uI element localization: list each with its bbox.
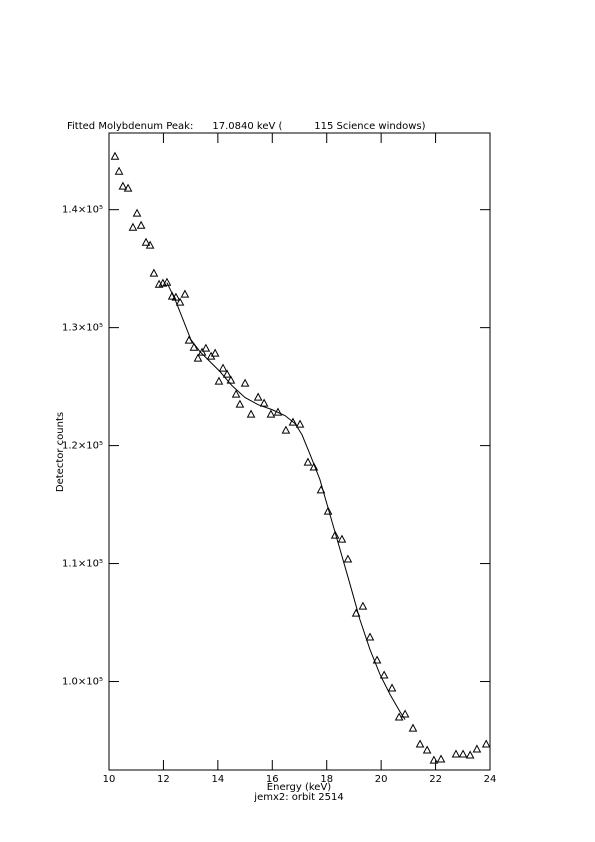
- plot-frame: [108, 132, 491, 771]
- y-tick-label: 1.3×10⁵: [62, 323, 103, 334]
- y-tick-label: 1.0×10⁵: [62, 677, 103, 688]
- data-point: [429, 755, 439, 764]
- data-point: [246, 409, 256, 418]
- data-point: [472, 744, 482, 753]
- fit-line: [166, 282, 406, 720]
- data-point: [330, 530, 340, 539]
- data-point: [451, 749, 461, 758]
- data-point: [222, 369, 232, 378]
- data-point: [372, 655, 382, 664]
- data-point: [379, 670, 389, 679]
- data-point: [400, 709, 410, 718]
- data-point: [136, 220, 146, 229]
- x-axis-label: Energy (keV): [267, 782, 332, 793]
- data-point: [295, 419, 305, 428]
- y-tick-label: 1.4×10⁵: [62, 205, 103, 216]
- data-point: [259, 398, 269, 407]
- data-point: [162, 277, 172, 286]
- data-point: [218, 363, 228, 372]
- chart-title: Fitted Molybdenum Peak: 17.0840 keV ( 11…: [67, 121, 426, 132]
- data-point: [415, 739, 425, 748]
- data-point: [226, 375, 236, 384]
- data-point: [110, 151, 120, 160]
- data-point: [387, 683, 397, 692]
- data-point: [288, 417, 298, 426]
- data-point: [201, 343, 211, 352]
- data-point: [141, 237, 151, 246]
- data-point: [343, 554, 353, 563]
- x-tick-label: 16: [266, 774, 279, 785]
- data-point: [303, 457, 313, 466]
- data-point: [394, 712, 404, 721]
- data-point: [149, 268, 159, 277]
- data-point: [193, 353, 203, 362]
- data-point: [231, 389, 241, 398]
- data-point: [281, 425, 291, 434]
- x-tick-label: 20: [375, 774, 388, 785]
- y-tick-label: 1.2×10⁵: [62, 441, 103, 452]
- y-tick-label: 1.1×10⁵: [62, 559, 103, 570]
- data-point: [309, 462, 319, 471]
- data-point: [436, 754, 446, 763]
- data-point: [189, 342, 199, 351]
- data-point: [422, 745, 432, 754]
- subtitle: jemx2: orbit 2514: [253, 792, 343, 803]
- data-point: [358, 601, 368, 610]
- x-tick-label: 18: [320, 774, 333, 785]
- x-tick-label: 14: [211, 774, 224, 785]
- data-point: [132, 208, 142, 217]
- data-point: [123, 183, 133, 192]
- data-point: [114, 166, 124, 175]
- x-tick-label: 24: [484, 774, 497, 785]
- data-point: [481, 739, 491, 748]
- x-tick-label: 22: [429, 774, 442, 785]
- data-point: [145, 240, 155, 249]
- data-point: [273, 407, 283, 416]
- data-point: [235, 399, 245, 408]
- data-point: [214, 376, 224, 385]
- data-point: [365, 632, 375, 641]
- data-point: [458, 749, 468, 758]
- data-point: [240, 378, 250, 387]
- data-point: [323, 506, 333, 515]
- data-point: [465, 750, 475, 759]
- x-tick-label: 12: [157, 774, 170, 785]
- data-point: [337, 534, 347, 543]
- data-point: [175, 297, 185, 306]
- data-point: [118, 181, 128, 190]
- y-axis-label: Detector counts: [55, 412, 66, 492]
- x-tick-label: 10: [103, 774, 116, 785]
- data-point: [167, 291, 177, 300]
- data-point: [128, 222, 138, 231]
- data-point: [408, 723, 418, 732]
- data-point: [210, 348, 220, 357]
- data-point: [180, 289, 190, 298]
- data-point: [266, 409, 276, 418]
- data-point: [253, 392, 263, 401]
